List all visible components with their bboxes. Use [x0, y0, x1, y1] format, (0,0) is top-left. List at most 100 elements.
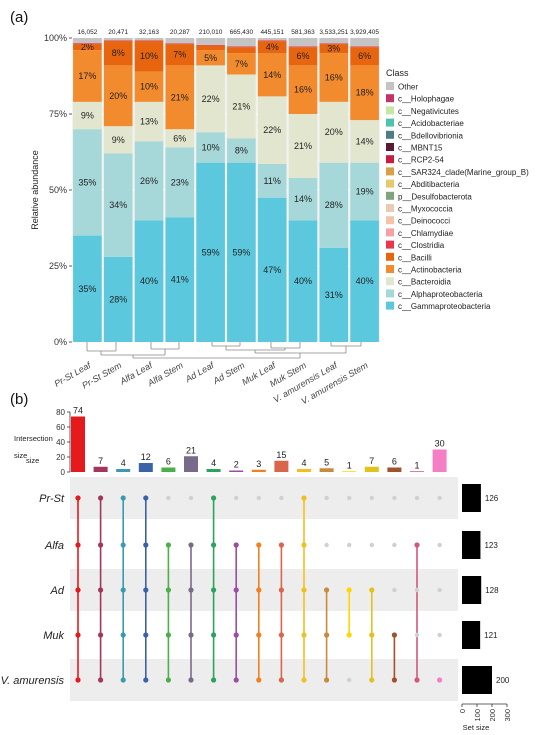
legend-swatch: [386, 216, 394, 225]
legend-label: c__MBNT15: [398, 144, 443, 153]
bar-segment: [319, 162, 349, 248]
intersection-bar-label: 74: [73, 406, 83, 416]
bar-segment: [73, 101, 102, 130]
bar-segment: [103, 126, 133, 154]
bar-segment: [134, 71, 164, 102]
bar-segment: [319, 43, 349, 45]
bar-segment: [103, 256, 133, 342]
set-size-tick-label: 0: [458, 709, 467, 713]
bar-segment: [165, 44, 195, 66]
bar-value-label: 17%: [78, 71, 96, 81]
bar-segment: [257, 40, 287, 42]
bar-segment: [257, 197, 287, 342]
matrix-dot-active: [188, 587, 194, 593]
set-size-bar: [462, 576, 482, 604]
matrix-dot-active: [346, 632, 352, 638]
bar-value-label: 4%: [266, 42, 279, 52]
legend-label: c__Chlamydiae: [398, 229, 454, 238]
set-size-bar: [462, 484, 481, 512]
set-size-label: 200: [496, 676, 510, 685]
bar-segment: [103, 65, 133, 127]
bar-segment: [165, 217, 195, 342]
bar-segment: [288, 220, 318, 342]
bar-value-label: 6%: [358, 51, 371, 61]
intersection-axis-label-part: size: [26, 456, 39, 465]
y-tick-label: 100%: [44, 33, 67, 43]
bar-value-label: 59%: [202, 247, 220, 257]
intersection-tick-label: 20: [56, 453, 65, 462]
intersection-tick-label: 60: [56, 423, 65, 432]
bar-value-label: 14%: [356, 136, 374, 146]
intersection-bar-label: 15: [276, 450, 286, 460]
bar-segment: [257, 163, 287, 198]
bar-segment: [319, 101, 349, 163]
bar-value-label: 11%: [264, 176, 281, 186]
bar-segment: [227, 53, 256, 75]
bar-segment: [196, 162, 225, 342]
legend-label: c__Myxococcia: [398, 205, 453, 214]
bar-segment: [103, 41, 133, 66]
y-tick-label: 0%: [54, 337, 67, 347]
bar-segment: [288, 65, 318, 114]
bar-value-label: 14%: [294, 194, 312, 204]
intersection-bar-label: 1: [414, 460, 419, 470]
bar-value-label: 20%: [109, 91, 127, 101]
matrix-dot-active: [75, 495, 81, 501]
matrix-dot-active: [143, 542, 149, 548]
bar-segment: [134, 40, 164, 42]
bar-segment: [134, 41, 164, 72]
bar-segment: [73, 43, 102, 45]
matrix-dot-active: [324, 677, 330, 683]
set-size-tick-label: 300: [503, 709, 512, 722]
bar-value-label: 35%: [78, 284, 96, 294]
set-size-bars: 126 123 128 121 200: [462, 484, 510, 694]
matrix-dot-active: [391, 677, 397, 683]
set-row-bands: [70, 477, 458, 701]
bar-value-label: 8%: [235, 145, 248, 155]
legend-swatch: [386, 82, 394, 90]
bar-segment: [350, 38, 379, 47]
matrix-dot-active: [211, 632, 217, 638]
legend-label: c__Gammaproteobacteria: [398, 302, 491, 311]
legend-swatch: [386, 155, 394, 164]
legend-swatch: [386, 289, 394, 298]
bar-segment: [350, 120, 379, 163]
matrix-dot-active: [75, 542, 81, 548]
intersection-bar: [274, 460, 289, 472]
bar-value-label: 28%: [325, 200, 343, 210]
intersection-axis-label-size: size: [14, 451, 27, 460]
intersection-bar: [319, 468, 334, 472]
intersection-bar: [161, 467, 176, 472]
legend-swatch: [386, 94, 394, 103]
matrix-dot-inactive: [369, 542, 374, 548]
intersection-axis-label: Intersection size: [14, 434, 53, 465]
matrix-dot-active: [301, 632, 307, 638]
bar-value-label: 40%: [356, 276, 374, 286]
panel-a: (a) Relative abundance 0% 25% 50% 75% 100% 3…: [10, 9, 529, 406]
bar-value-label: 26%: [140, 176, 158, 186]
bar-segment: [227, 162, 256, 342]
matrix-dot-active: [188, 632, 194, 638]
bar-segment: [103, 38, 133, 41]
set-row-band: [70, 659, 458, 701]
matrix-dot-active: [324, 587, 330, 593]
intersection-bar-label: 1: [347, 460, 352, 470]
bar-total-label: 210,010: [199, 29, 223, 36]
legend-swatch: [386, 118, 394, 127]
intersection-bar: [229, 470, 244, 472]
matrix-dot-active: [346, 587, 352, 593]
matrix-dot-inactive: [347, 677, 352, 683]
set-labels: Pr-St Alfa Ad Muk V. amurensis: [1, 493, 65, 687]
intersection-bar: [297, 469, 311, 472]
matrix-dot-active: [143, 587, 149, 593]
set-row-band: [70, 477, 458, 519]
legend-label: c__Bdellovibrionia: [398, 131, 463, 140]
matrix-dot-active: [301, 677, 307, 683]
matrix-dot-inactive: [392, 495, 397, 501]
matrix-dot-active: [143, 495, 149, 501]
set-size-label: 126: [485, 494, 499, 503]
bar-value-label: 40%: [140, 276, 158, 286]
bar-segment: [350, 47, 379, 66]
legend-swatch: [386, 204, 394, 212]
